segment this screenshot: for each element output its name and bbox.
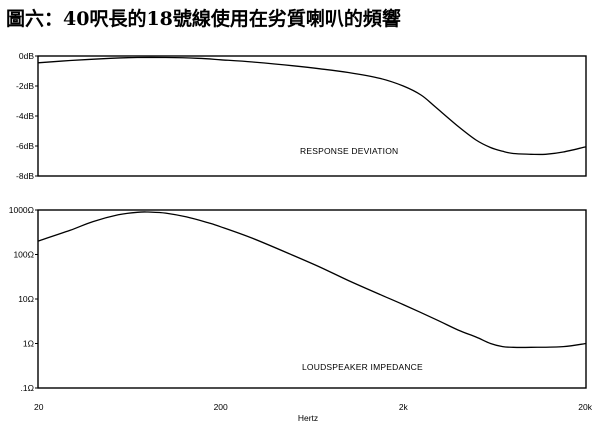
y-tick-label: -4dB bbox=[16, 111, 34, 121]
loudspeaker-impedance-curve bbox=[37, 211, 587, 349]
y-tick-label: 10Ω bbox=[18, 294, 34, 304]
y-tick-label: -2dB bbox=[16, 81, 34, 91]
x-tick-label: 20k bbox=[578, 402, 592, 412]
y-tick-label: .1Ω bbox=[21, 383, 34, 393]
y-tick-label: 0dB bbox=[19, 51, 34, 61]
y-tick-label: 100Ω bbox=[13, 250, 34, 260]
response-plot-frame bbox=[37, 55, 587, 177]
page-title: 圖六：40呎長的18號線使用在劣質喇叭的頻響 bbox=[6, 8, 401, 30]
y-tick-label: -6dB bbox=[16, 141, 34, 151]
x-tick-label: 20 bbox=[34, 402, 44, 412]
response-deviation-curve bbox=[37, 56, 587, 156]
loudspeaker-impedance-panel: 1000Ω 100Ω 10Ω 1Ω .1Ω LOUDSPEAKER IMPEDANCE bbox=[9, 205, 587, 393]
y-tick-label: 1Ω bbox=[23, 339, 34, 349]
x-axis-label: Hertz bbox=[298, 413, 318, 423]
response-deviation-panel: 0dB -2dB -4dB -6dB -8dB RESPONSE DEVIATION bbox=[16, 51, 587, 181]
x-tick-label: 2k bbox=[399, 402, 409, 412]
x-tick-label: 200 bbox=[214, 402, 228, 412]
y-tick-label: -8dB bbox=[16, 171, 34, 181]
response-deviation-label: RESPONSE DEVIATION bbox=[300, 146, 398, 156]
y-tick-label: 1000Ω bbox=[9, 205, 34, 215]
loudspeaker-impedance-label: LOUDSPEAKER IMPEDANCE bbox=[302, 362, 423, 372]
